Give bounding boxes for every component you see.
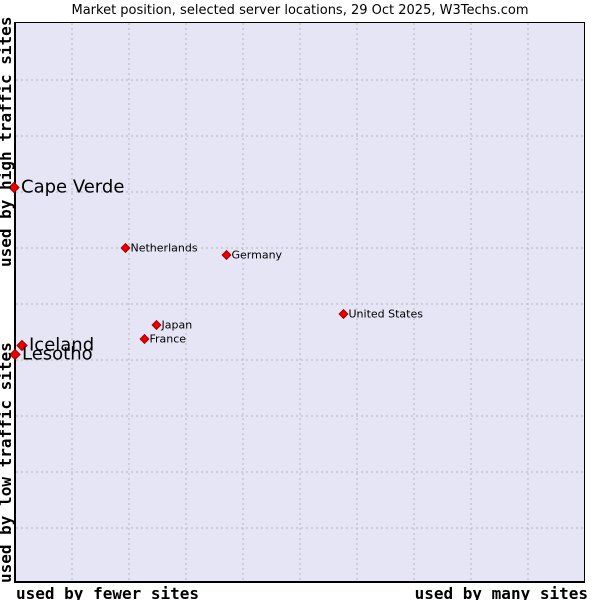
y-axis-label-low-traffic: used by low traffic sites [0,342,15,583]
point-label: France [149,332,187,346]
data-point-united-states: United States [338,307,424,321]
point-label: Lesotho [22,343,93,365]
diamond-marker-icon [338,309,348,319]
diamond-marker-icon [139,334,149,344]
diamond-marker-icon [221,250,231,260]
plot-area [14,22,585,583]
x-axis-label-fewer-sites: used by fewer sites [16,584,200,600]
point-label: United States [348,307,424,321]
point-label: Japan [161,318,193,332]
point-label: Iceland [29,334,95,356]
diamond-marker-icon [120,243,130,253]
point-label: Netherlands [130,241,198,255]
data-point-germany: Germany [221,248,283,262]
diamond-marker-icon [151,320,161,330]
data-point-netherlands: Netherlands [120,241,198,255]
chart-title: Market position, selected server locatio… [71,3,529,18]
point-label: Cape Verde [21,176,125,198]
grid-lines [16,23,584,581]
data-point-iceland: Iceland [16,334,95,356]
x-axis-label-many-sites: used by many sites [414,584,588,600]
data-point-cape-verde: Cape Verde [8,176,125,198]
y-axis-label-high-traffic: used by high traffic sites [0,16,15,267]
data-point-france: France [139,332,187,346]
data-point-japan: Japan [151,318,193,332]
data-point-lesotho: Lesotho [9,343,93,365]
point-label: Germany [231,248,283,262]
